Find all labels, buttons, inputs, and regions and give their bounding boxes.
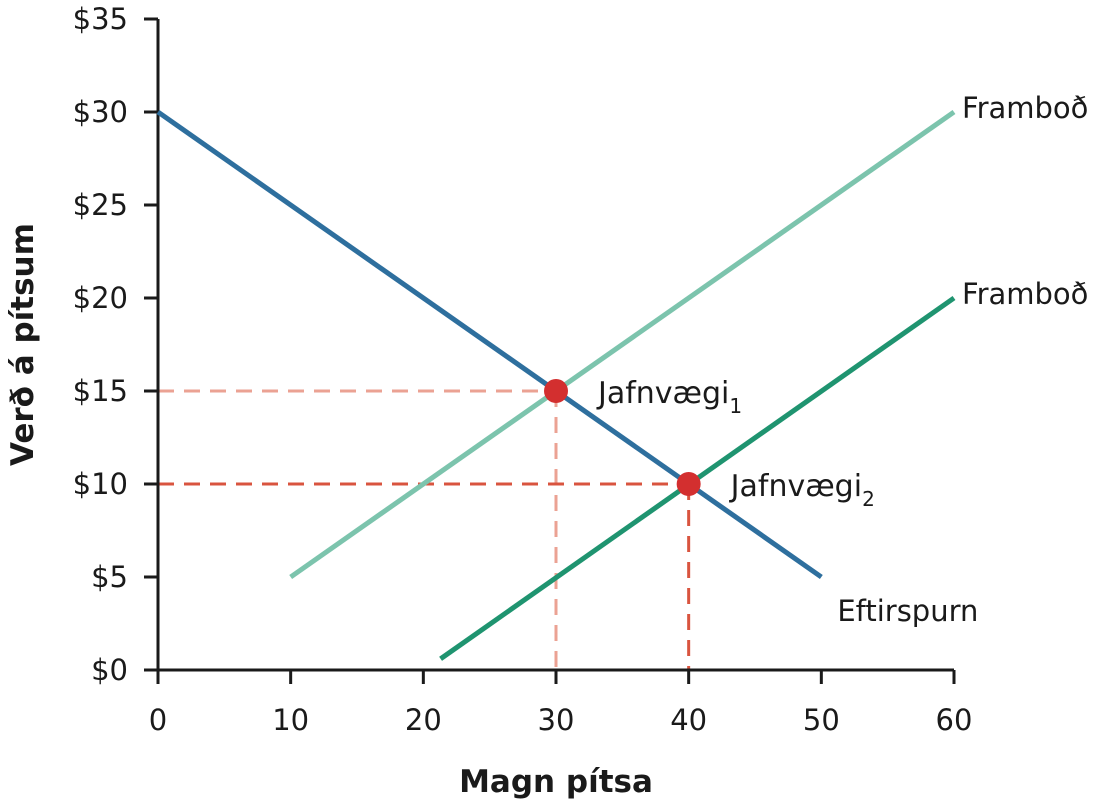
equilibrium-guide-lines — [158, 389, 691, 670]
x-tick-label: 10 — [272, 703, 309, 737]
y-tick-label: $35 — [73, 2, 128, 36]
x-tick-label: 50 — [803, 703, 840, 737]
axes: $0 $5 $10 $15 $20 $25 $30 $35 0 10 20 30 40 50 60 Magn … — [5, 2, 972, 800]
equilibrium-points — [544, 379, 701, 496]
y-tick-label: $0 — [91, 653, 128, 687]
y-tick-label: $20 — [73, 281, 128, 315]
x-axis-title: Magn pítsa — [459, 764, 653, 800]
x-tick-label: 30 — [538, 703, 575, 737]
supply-2-label: Framboð — [962, 277, 1088, 311]
x-tick-label: 20 — [405, 703, 442, 737]
y-tick-label: $15 — [73, 374, 128, 408]
equilibrium-1-point — [544, 379, 568, 403]
equilibrium-1-label-subscript: 1 — [729, 394, 742, 418]
y-tick-label: $5 — [91, 560, 128, 594]
y-tick-label: $10 — [73, 467, 128, 501]
equilibrium-2-point — [676, 472, 701, 496]
x-tick-label: 60 — [936, 703, 973, 737]
demand-line — [156, 109, 823, 580]
x-tick-label: 0 — [149, 703, 167, 737]
equilibrium-2-label-subscript: 2 — [862, 487, 875, 511]
equilibrium-2-label-text: Jafnvægi — [729, 469, 862, 504]
supply-1-label: Framboð — [962, 91, 1088, 125]
y-tick-label: $30 — [73, 95, 128, 129]
demand-label: Eftirspurn — [837, 594, 978, 628]
equilibrium-1-label: Jafnvægi1 — [596, 376, 742, 418]
y-tick-label: $25 — [73, 188, 128, 222]
supply-1-line — [289, 109, 956, 580]
chart-labels: EftirspurnFramboðFramboðJafnvægi1Jafnvæg… — [596, 91, 1088, 628]
equilibrium-2-label: Jafnvægi2 — [729, 469, 875, 511]
y-axis-title: Verð á pítsum — [5, 223, 41, 466]
x-tick-label: 40 — [670, 703, 707, 737]
equilibrium-1-label-text: Jafnvægi — [596, 376, 729, 411]
